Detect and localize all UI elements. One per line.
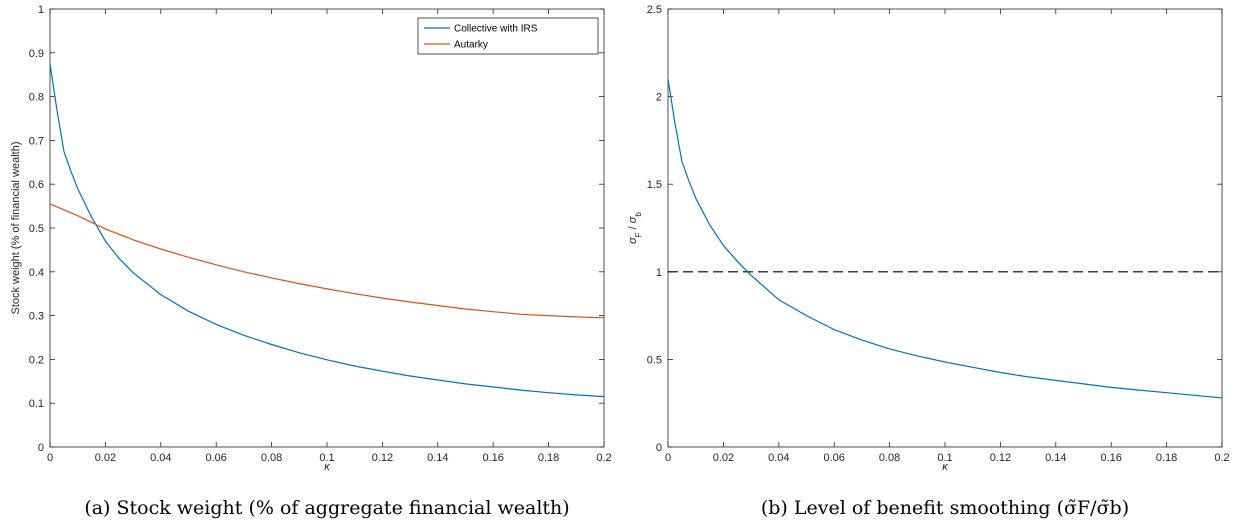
x-tick-label: 0.08	[261, 452, 282, 464]
x-tick-label: 0.02	[95, 452, 116, 464]
chart-b: 0 0.02 0.04 0.06 0.08 0.1 0.12 0.14 0.16 0.18 0.2 0…	[627, 4, 1230, 519]
y-axis-label: Stock weight (% of financial wealth)	[10, 141, 22, 314]
y-tick-label: 0.8	[29, 92, 44, 104]
y-tick-label: 2	[656, 92, 662, 104]
chart-caption: (b) Level of benefit smoothing (σ̃F/σ̃b)	[761, 497, 1129, 519]
x-tick-label: 0.04	[150, 452, 171, 464]
x-tick-label: 0.08	[879, 452, 900, 464]
x-tick-label: 0.18	[538, 452, 559, 464]
y-tick-label: 0	[38, 442, 44, 454]
x-axis-label: κ	[942, 461, 948, 473]
x-tick-label: 0.02	[713, 452, 734, 464]
y-tick-label: 0.3	[29, 311, 44, 323]
y-tick-label: 2.5	[647, 4, 662, 16]
x-tick-label: 0.16	[482, 452, 503, 464]
y-axis-label: σF / σb	[627, 212, 643, 244]
y-tick-label: 1	[656, 267, 662, 279]
y-tick-label: 0.4	[29, 267, 44, 279]
series-line-autarky	[49, 203, 605, 319]
y-tick-label: 0.7	[29, 135, 44, 147]
x-axis-label: κ	[324, 461, 330, 473]
x-tick-label: 0.12	[372, 452, 393, 464]
legend: Collective with IRS Autarky	[417, 17, 599, 55]
x-tick-label: 0.14	[427, 452, 448, 464]
x-tick-label: 0.06	[205, 452, 226, 464]
y-tick-label: 1.5	[647, 179, 662, 191]
legend-entry: Collective with IRS	[454, 24, 538, 35]
x-tick-label: 0.1	[319, 452, 334, 464]
y-tick-label: 1	[38, 4, 44, 16]
x-tick-label: 0.1	[937, 452, 952, 464]
legend-entry: Autarky	[454, 40, 488, 51]
x-tick-label: 0.18	[1156, 452, 1177, 464]
plot-frame	[49, 8, 605, 448]
x-tick-label: 0.16	[1100, 452, 1121, 464]
x-tick-label: 0.2	[596, 452, 611, 464]
x-tick-label: 0.2	[1214, 452, 1229, 464]
y-tick-label: 0.5	[647, 354, 662, 366]
x-tick-label: 0	[47, 452, 53, 464]
y-tick-label: 0.6	[29, 179, 44, 191]
y-tick-label: 0	[656, 442, 662, 454]
chart-caption: (a) Stock weight (% of aggregate financi…	[84, 497, 569, 519]
series-line-ratio	[667, 79, 1223, 399]
chart-a: 0 0.02 0.04 0.06 0.08 0.1 0.12 0.14 0.16 0.18 0.2 0…	[10, 4, 612, 519]
legend-box	[417, 17, 599, 55]
y-tick-label: 0.5	[29, 223, 44, 235]
y-tick-label: 0.2	[29, 354, 44, 366]
x-tick-label: 0.14	[1045, 452, 1066, 464]
x-tick-label: 0.04	[768, 452, 789, 464]
plot-frame	[667, 8, 1223, 448]
x-tick-label: 0	[665, 452, 671, 464]
x-tick-label: 0.06	[823, 452, 844, 464]
y-tick-label: 0.9	[29, 48, 44, 60]
x-tick-label: 0.12	[990, 452, 1011, 464]
y-tick-label: 0.1	[29, 398, 44, 410]
series-line-collective-with-irs	[49, 63, 605, 398]
